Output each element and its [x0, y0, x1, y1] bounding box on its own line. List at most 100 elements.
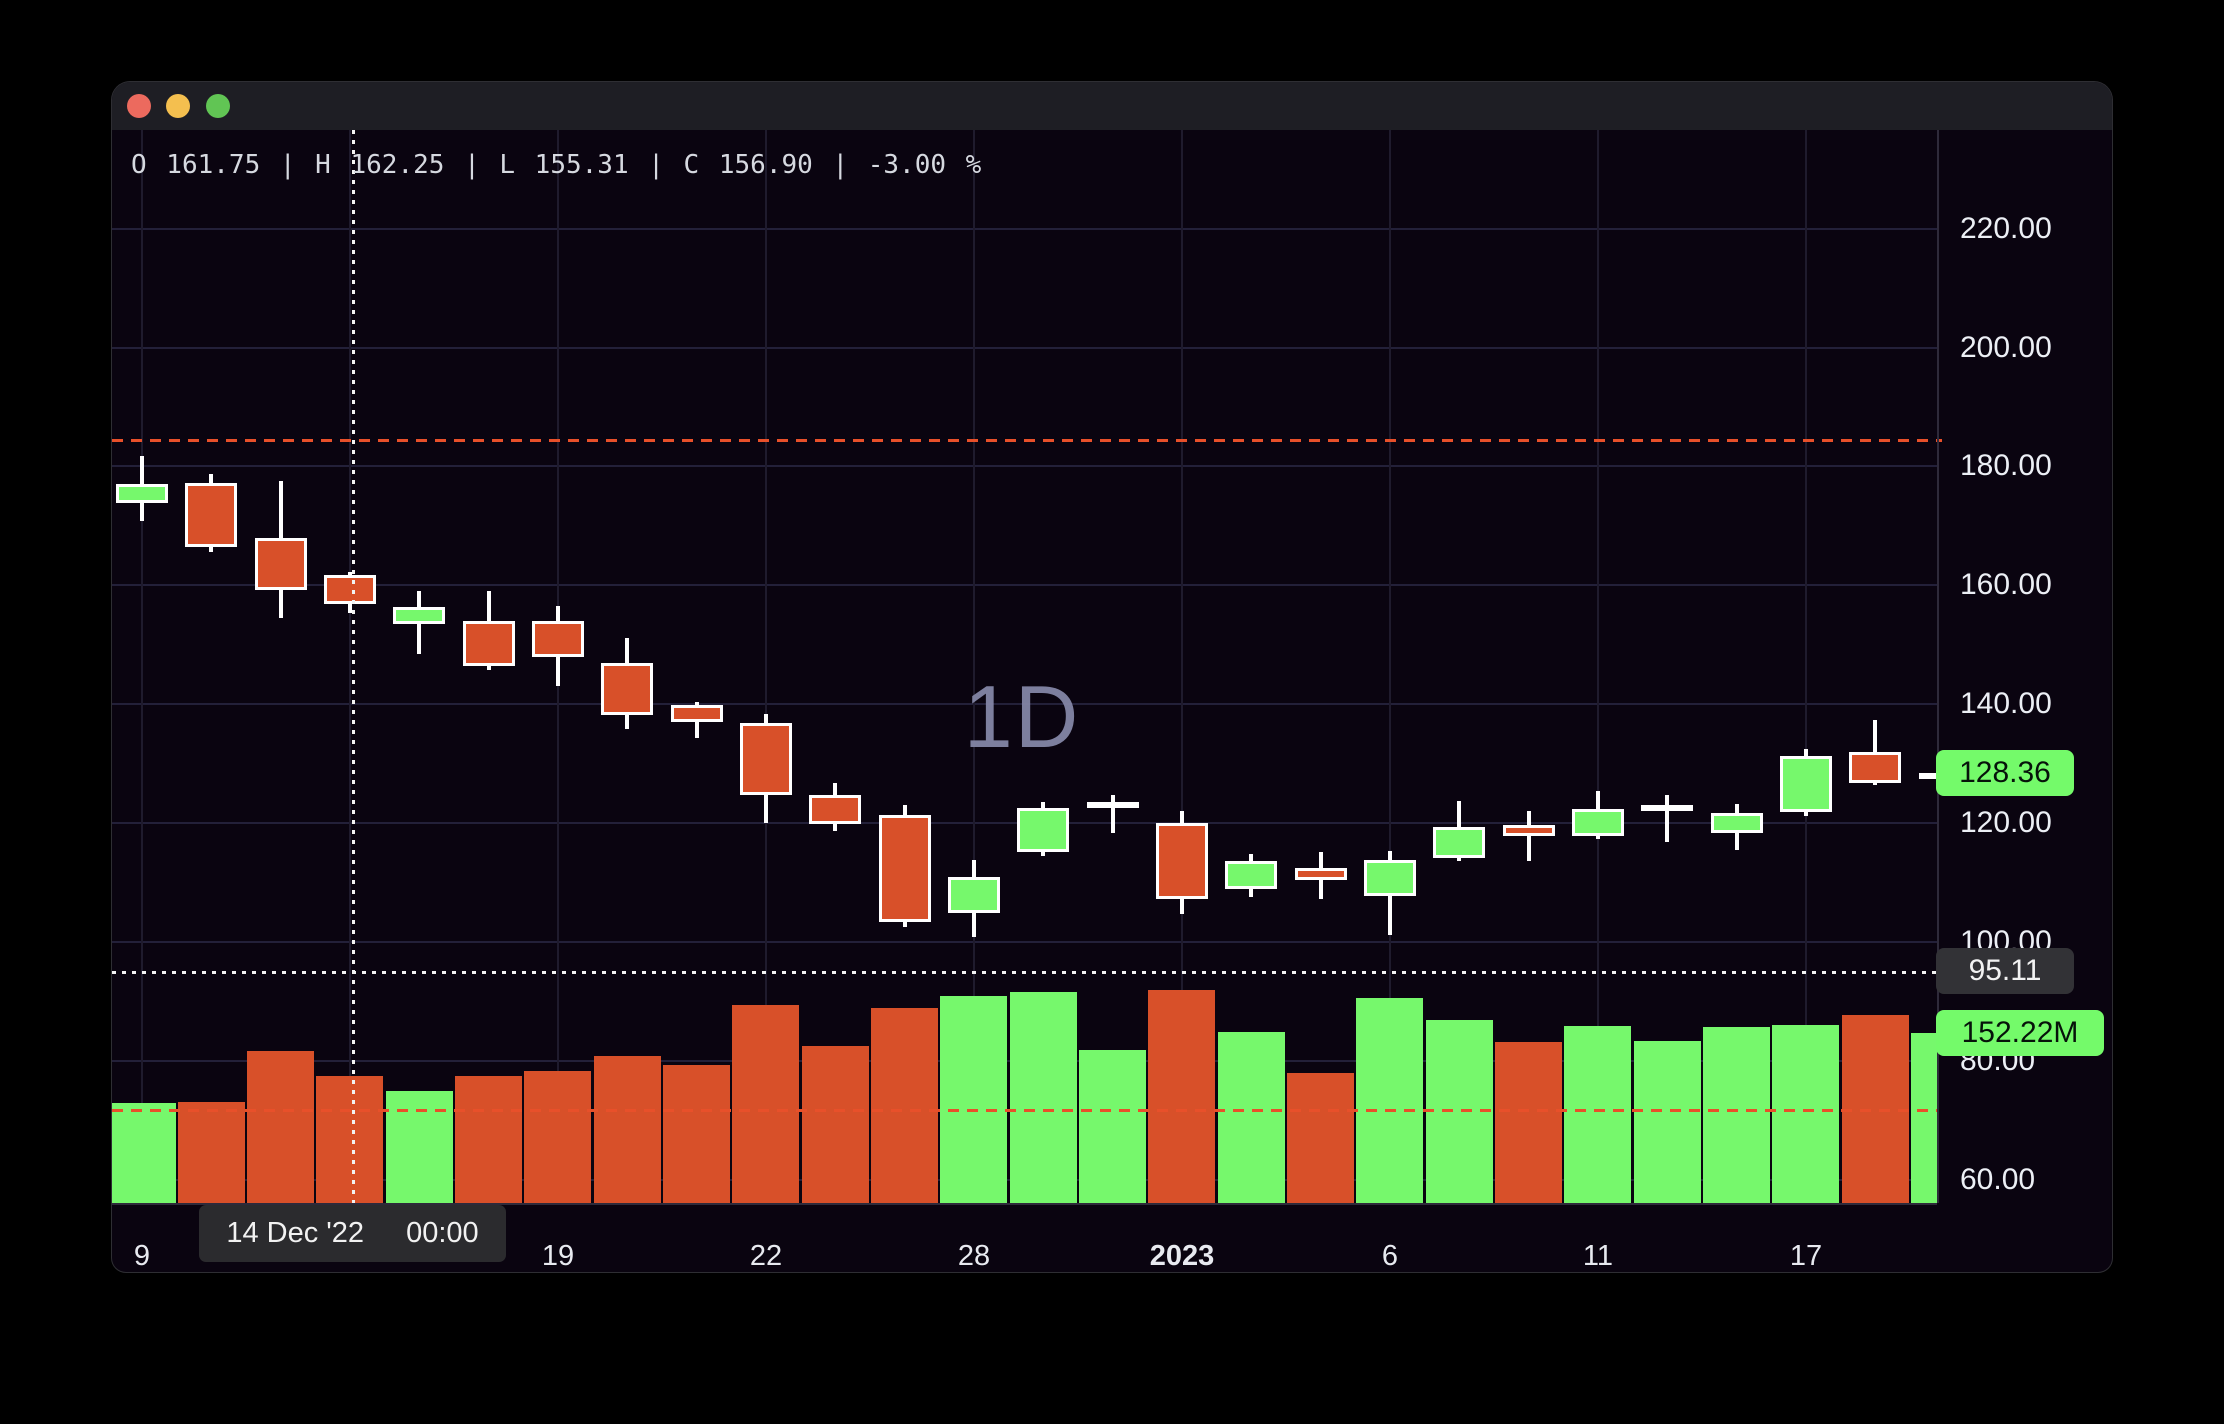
candle[interactable] — [947, 876, 1000, 914]
price-axis-label: 60.00 — [1960, 1162, 2036, 1196]
time-gridline — [972, 130, 975, 1203]
window-titlebar[interactable] — [112, 82, 2112, 130]
volume-bar[interactable] — [593, 1056, 661, 1203]
volume-bar[interactable] — [1495, 1041, 1563, 1203]
volume-bar[interactable] — [871, 1008, 939, 1203]
volume-bar[interactable] — [1564, 1025, 1632, 1203]
time-gridline — [1180, 130, 1183, 1203]
candle[interactable] — [670, 705, 723, 723]
candle[interactable] — [1502, 824, 1555, 837]
candlestick-layer — [112, 130, 1937, 1203]
price-gridline — [112, 703, 1937, 706]
candle[interactable] — [185, 483, 238, 547]
candle[interactable] — [1086, 802, 1139, 809]
price-gridline — [112, 465, 1937, 468]
chart-window[interactable]: 1D 220.00 200.00 180.00 160.00 140.00 120.00 1… — [112, 82, 2112, 1272]
volume-bar[interactable] — [316, 1076, 384, 1203]
volume-bar[interactable] — [1079, 1049, 1147, 1203]
volume-bar[interactable] — [1633, 1040, 1701, 1203]
price-gridline — [112, 227, 1937, 230]
candle[interactable] — [1571, 809, 1624, 836]
candle[interactable] — [1710, 813, 1763, 833]
price-gridline — [112, 584, 1937, 587]
price-axis-label: 180.00 — [1960, 449, 2052, 483]
candle[interactable] — [116, 483, 168, 503]
candle[interactable] — [1225, 861, 1278, 889]
timeframe-watermark: 1D — [963, 667, 1081, 766]
candle[interactable] — [878, 814, 931, 922]
volume-bar[interactable] — [1148, 990, 1216, 1203]
chart-plot-surface[interactable]: 1D — [112, 130, 1937, 1203]
candle[interactable] — [739, 723, 792, 795]
volume-bar[interactable] — [1772, 1024, 1840, 1203]
candle[interactable] — [809, 794, 862, 824]
volume-bar[interactable] — [940, 996, 1008, 1203]
volume-bar[interactable] — [455, 1076, 523, 1203]
time-gridline — [1804, 130, 1807, 1203]
volume-bar[interactable] — [1425, 1019, 1493, 1203]
time-axis-label: 28 — [957, 1240, 991, 1272]
price-axis-label: 200.00 — [1960, 330, 2052, 364]
time-axis-label: 19 — [541, 1240, 575, 1272]
crosshair-date: 14 Dec '22 — [226, 1217, 365, 1249]
time-axis-label: 9 — [133, 1240, 151, 1272]
candle[interactable] — [531, 621, 584, 658]
candle[interactable] — [601, 662, 654, 715]
time-axis-label: 22 — [749, 1240, 783, 1272]
crosshair-date-badge: 14 Dec '22 00:00 — [199, 1205, 506, 1262]
candle[interactable] — [393, 607, 446, 624]
price-gridline — [112, 941, 1937, 944]
time-gridline — [348, 130, 351, 1203]
volume-bar[interactable] — [1356, 997, 1424, 1203]
candle[interactable] — [1155, 823, 1208, 900]
candle[interactable] — [1641, 805, 1694, 812]
price-axis-label: 160.00 — [1960, 568, 2052, 602]
volume-bar[interactable] — [1217, 1032, 1285, 1203]
time-axis-label: 2023 — [1149, 1240, 1215, 1272]
price-axis-label: 140.00 — [1960, 687, 2052, 721]
volume-bar[interactable] — [732, 1004, 800, 1203]
candle[interactable] — [1363, 859, 1416, 897]
volume-bar[interactable] — [112, 1103, 176, 1203]
time-gridline — [141, 130, 143, 1203]
candle[interactable] — [1918, 773, 1937, 780]
candle[interactable] — [1294, 868, 1347, 880]
candle[interactable] — [323, 574, 376, 604]
volume-bar[interactable] — [247, 1051, 315, 1203]
volume-bar[interactable] — [524, 1070, 592, 1203]
candle-wick — [1110, 795, 1115, 833]
time-gridline — [1388, 130, 1391, 1203]
time-gridline — [1596, 130, 1599, 1203]
time-axis-label: 6 — [1381, 1240, 1399, 1272]
candle[interactable] — [1017, 807, 1070, 852]
volume-bar[interactable] — [1911, 1033, 1937, 1203]
price-axis-label: 220.00 — [1960, 211, 2052, 245]
candle-wick — [1665, 795, 1670, 842]
candle[interactable] — [1779, 755, 1832, 812]
price-gridline — [112, 346, 1937, 349]
volume-bar[interactable] — [663, 1064, 731, 1203]
volume-bar[interactable] — [1703, 1026, 1771, 1203]
ohlc-legend: O 161.75 | H 162.25 | L 155.31 | C 156.9… — [131, 150, 982, 180]
time-axis-separator — [112, 1203, 1937, 1205]
last-price-badge: 128.36 — [1936, 750, 2074, 797]
volume-bar[interactable] — [1841, 1015, 1909, 1203]
crosshair-price-badge: 95.11 — [1936, 948, 2074, 995]
volume-bar[interactable] — [1009, 992, 1077, 1203]
volume-layer — [112, 130, 1937, 1203]
volume-bar[interactable] — [801, 1045, 869, 1203]
minimize-window-icon[interactable] — [166, 94, 190, 118]
candle[interactable] — [254, 537, 307, 590]
zoom-window-icon[interactable] — [206, 94, 230, 118]
candle[interactable] — [462, 621, 515, 667]
volume-bar[interactable] — [177, 1102, 245, 1203]
time-axis-label: 17 — [1789, 1240, 1823, 1272]
price-axis-label: 120.00 — [1960, 806, 2052, 840]
candle[interactable] — [1433, 827, 1486, 858]
volume-bar[interactable] — [1287, 1073, 1355, 1203]
time-gridline — [764, 130, 767, 1203]
candle[interactable] — [1849, 751, 1902, 784]
volume-bar[interactable] — [385, 1090, 453, 1203]
close-window-icon[interactable] — [127, 94, 151, 118]
